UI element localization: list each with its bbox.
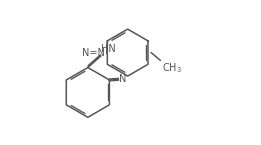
Text: N=N: N=N — [82, 48, 105, 58]
Text: N: N — [119, 74, 127, 84]
Text: CH$_3$: CH$_3$ — [162, 61, 181, 75]
Text: HN: HN — [101, 44, 116, 54]
